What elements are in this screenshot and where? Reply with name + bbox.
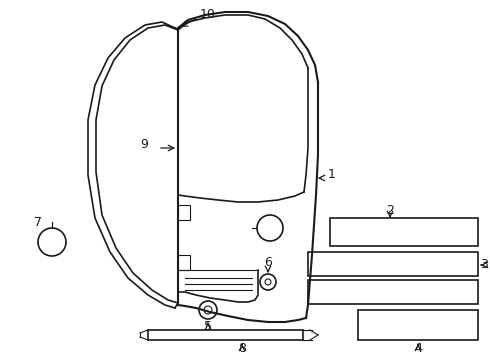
Text: 1: 1: [328, 168, 336, 181]
Bar: [358, 310, 478, 340]
Bar: [178, 255, 190, 270]
Text: 5: 5: [204, 320, 212, 333]
Text: 10: 10: [200, 8, 216, 21]
Text: 8: 8: [238, 342, 246, 355]
Bar: [330, 218, 478, 246]
Bar: [178, 205, 190, 220]
Text: 4: 4: [414, 342, 422, 355]
Bar: [148, 330, 303, 340]
Text: 2: 2: [386, 203, 394, 216]
Text: 6: 6: [264, 256, 272, 269]
Bar: [308, 280, 478, 304]
Text: 3: 3: [480, 258, 488, 271]
Bar: [308, 252, 478, 276]
Text: 9: 9: [140, 139, 148, 152]
Text: 7: 7: [34, 216, 42, 229]
